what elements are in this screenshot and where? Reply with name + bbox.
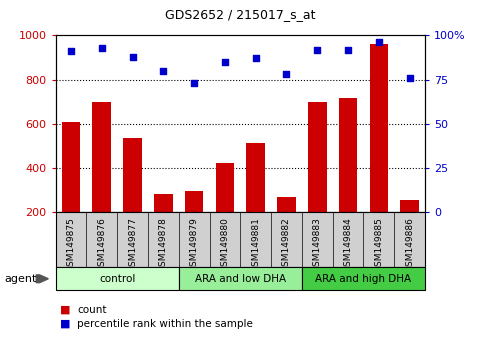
- Text: agent: agent: [5, 274, 37, 284]
- Text: ARA and low DHA: ARA and low DHA: [195, 274, 286, 284]
- Text: GSM149881: GSM149881: [251, 217, 260, 272]
- Text: GSM149876: GSM149876: [97, 217, 106, 272]
- Bar: [400, 200, 419, 212]
- Text: ■: ■: [60, 319, 71, 329]
- Bar: [56, 267, 179, 290]
- Point: [313, 47, 321, 52]
- Bar: [179, 267, 302, 290]
- Bar: [62, 122, 80, 212]
- Point: [98, 45, 106, 51]
- Point: [128, 54, 136, 59]
- Point: [159, 68, 167, 74]
- Text: GSM149882: GSM149882: [282, 217, 291, 272]
- Text: ARA and high DHA: ARA and high DHA: [315, 274, 412, 284]
- Text: GSM149878: GSM149878: [159, 217, 168, 272]
- Text: percentile rank within the sample: percentile rank within the sample: [77, 319, 253, 329]
- Text: GSM149885: GSM149885: [374, 217, 384, 272]
- Point: [190, 80, 198, 86]
- Text: GDS2652 / 215017_s_at: GDS2652 / 215017_s_at: [165, 8, 315, 21]
- Bar: [339, 98, 357, 212]
- Bar: [215, 162, 234, 212]
- Bar: [369, 44, 388, 212]
- Text: control: control: [99, 274, 135, 284]
- Text: count: count: [77, 305, 107, 315]
- Bar: [154, 194, 172, 212]
- Text: GSM149886: GSM149886: [405, 217, 414, 272]
- Bar: [302, 267, 425, 290]
- Text: GSM149880: GSM149880: [220, 217, 229, 272]
- Point: [221, 59, 229, 65]
- Bar: [185, 192, 203, 212]
- Text: GSM149884: GSM149884: [343, 217, 353, 272]
- Text: GSM149879: GSM149879: [190, 217, 199, 272]
- Text: GSM149877: GSM149877: [128, 217, 137, 272]
- Bar: [308, 102, 327, 212]
- Point: [252, 56, 259, 61]
- Bar: [246, 143, 265, 212]
- Text: GSM149883: GSM149883: [313, 217, 322, 272]
- Point: [283, 72, 290, 77]
- Point: [344, 47, 352, 52]
- Point: [406, 75, 413, 81]
- Point: [67, 48, 75, 54]
- Bar: [92, 102, 111, 212]
- Text: GSM149875: GSM149875: [67, 217, 75, 272]
- Text: ■: ■: [60, 305, 71, 315]
- Point: [375, 40, 383, 45]
- Bar: [277, 197, 296, 212]
- Bar: [123, 138, 142, 212]
